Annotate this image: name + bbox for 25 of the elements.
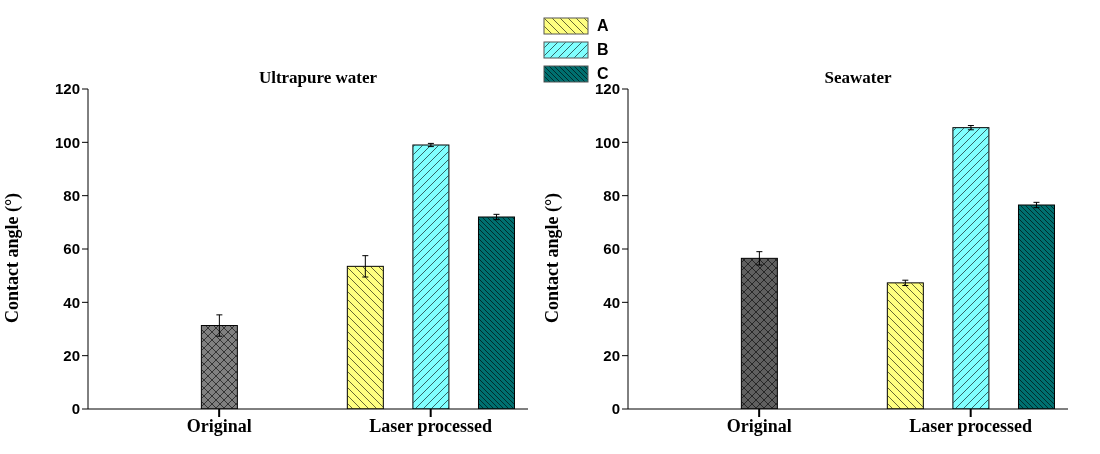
y-tick-label: 0 [611,400,620,418]
legend-label: C [597,65,609,83]
y-tick-label: 120 [594,80,620,98]
x-tick-label: Original [726,415,792,436]
y-tick-label: 80 [603,186,620,204]
x-tick-label: Laser processed [369,415,493,436]
y-tick-label: 120 [54,80,80,98]
y-tick-label: 20 [603,346,620,364]
y-axis-title: Contact angle (°) [1,192,23,324]
x-tick-label: Original [186,415,252,436]
y-tick-label: 100 [54,133,80,151]
legend-label: A [597,17,609,35]
y-tick-label: 60 [603,240,620,258]
y-tick-label: 0 [71,400,80,418]
chart-title: Ultrapure water [257,68,379,88]
y-tick-label: 40 [63,293,80,311]
x-tick-label: Laser processed [909,415,1033,436]
y-tick-label: 80 [63,186,80,204]
y-tick-label: 60 [63,240,80,258]
y-tick-label: 20 [63,346,80,364]
y-tick-label: 40 [603,293,620,311]
y-axis-title: Contact angle (°) [541,192,563,324]
y-tick-label: 100 [594,133,620,151]
chart-title: Seawater [823,68,893,88]
legend-label: B [597,41,609,59]
